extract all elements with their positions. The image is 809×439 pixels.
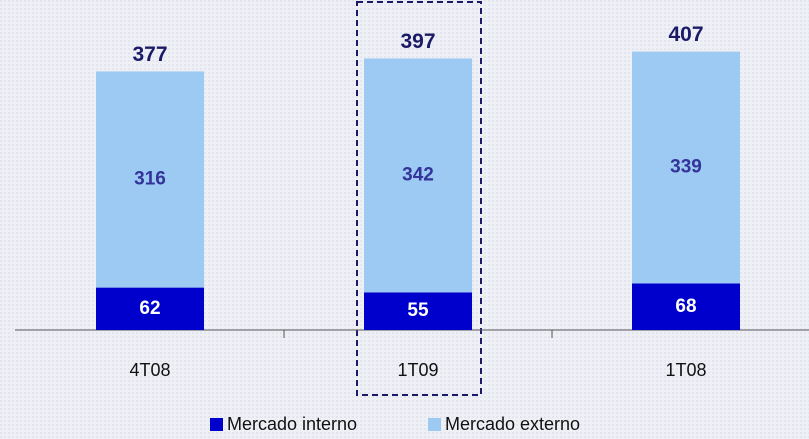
total-label: 377 — [132, 43, 167, 66]
total-label: 397 — [400, 30, 435, 53]
bar-segment — [96, 71, 204, 288]
segment-label: 342 — [402, 164, 434, 185]
x-tick-label: 4T08 — [129, 360, 170, 380]
highlight-box — [356, 1, 482, 396]
bar-segment — [96, 287, 204, 330]
legend-swatch — [428, 418, 441, 431]
legend-swatch — [210, 418, 223, 431]
segment-label: 55 — [407, 300, 429, 321]
legend-label: Mercado externo — [445, 414, 580, 434]
segment-label: 316 — [134, 169, 166, 190]
segment-label: 68 — [675, 296, 696, 317]
bar-segment — [632, 283, 740, 330]
bar-segment — [364, 58, 472, 293]
bar-segment — [364, 292, 472, 330]
segment-label: 62 — [139, 298, 160, 319]
legend-label: Mercado interno — [227, 414, 357, 434]
bar-segment — [632, 51, 740, 284]
x-tick-label: 1T08 — [665, 360, 706, 380]
segment-label: 339 — [670, 157, 702, 178]
total-label: 407 — [668, 23, 703, 46]
x-tick-label: 1T09 — [397, 360, 438, 380]
